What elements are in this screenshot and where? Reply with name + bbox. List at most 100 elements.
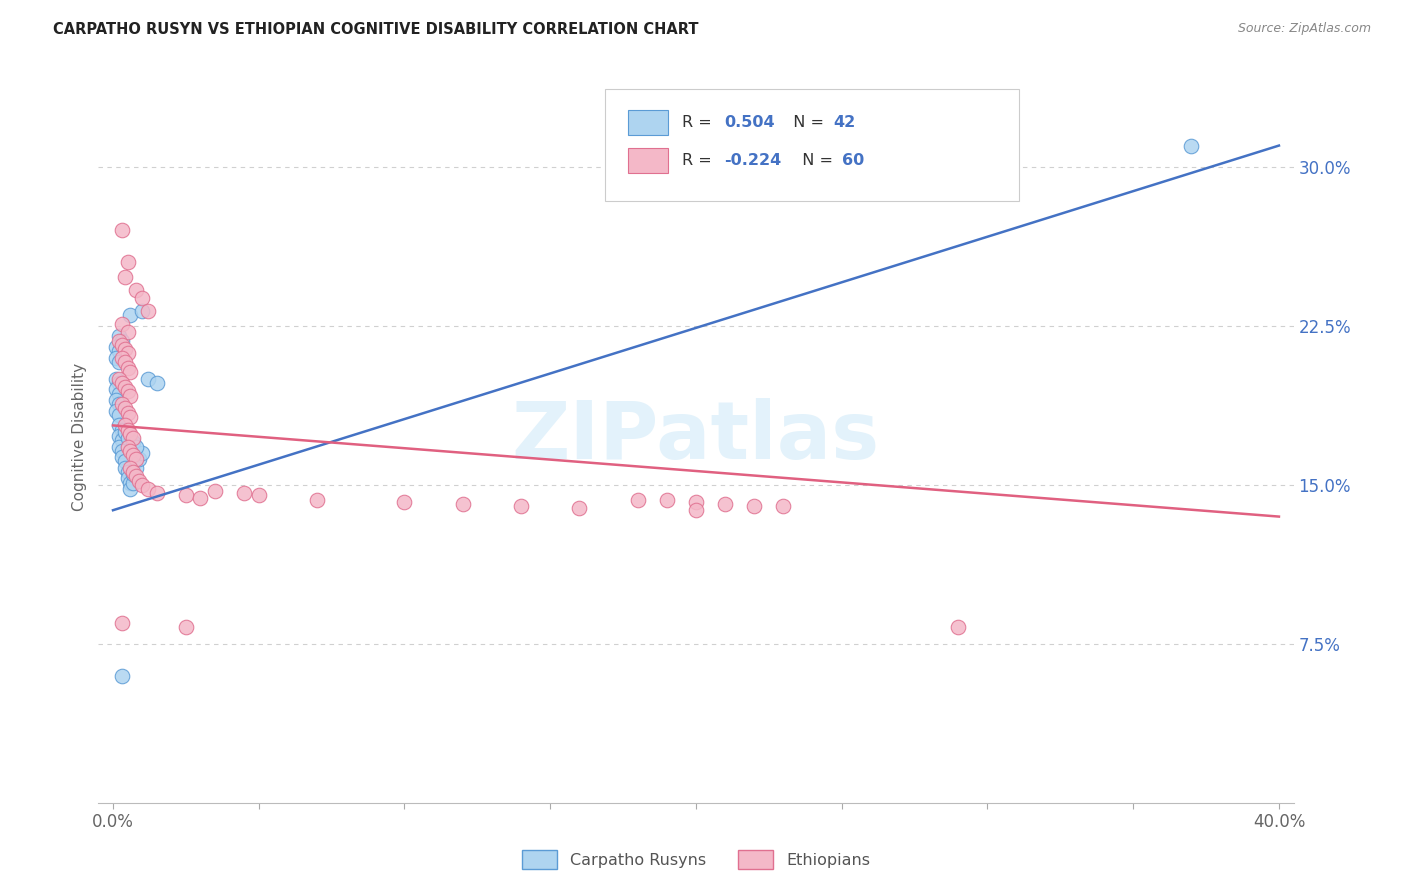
Text: R =: R = [682,115,717,129]
Point [122,467,145,482]
Point [174,488,197,502]
Text: CARPATHO RUSYN VS ETHIOPIAN COGNITIVE DISABILITY CORRELATION CHART: CARPATHO RUSYN VS ETHIOPIAN COGNITIVE DI… [53,22,699,37]
Point [122,435,145,450]
Point [108,334,131,348]
Text: Source: ZipAtlas.com: Source: ZipAtlas.com [1237,22,1371,36]
Point [131,446,153,460]
Point [108,397,131,411]
Point [120,443,142,458]
Point [394,494,416,508]
Text: 0.504: 0.504 [724,115,775,129]
Point [655,492,678,507]
Point [948,620,970,634]
Point [117,406,139,420]
Point [117,346,139,360]
Point [111,450,134,465]
Point [685,503,707,517]
Point [627,492,650,507]
Point [111,376,134,390]
Point [108,376,131,390]
Point [122,448,145,462]
Point [174,620,197,634]
Point [128,452,150,467]
Point [117,361,139,376]
Point [111,615,134,630]
Text: N =: N = [783,115,830,129]
Point [136,482,159,496]
Point [111,423,134,437]
Point [145,486,167,500]
Point [111,338,134,352]
Point [122,475,145,490]
Point [120,460,142,475]
Point [117,325,139,339]
Point [742,499,765,513]
Legend: Carpatho Rusyns, Ethiopians: Carpatho Rusyns, Ethiopians [516,844,876,875]
Point [125,440,148,454]
Point [145,376,167,390]
Point [685,494,707,508]
Point [204,484,226,499]
Point [117,471,139,485]
Point [714,497,737,511]
Point [117,440,139,454]
Point [111,668,134,682]
Point [108,355,131,369]
Point [114,401,136,416]
Point [108,408,131,422]
Point [108,372,131,386]
Point [114,418,136,433]
Point [114,380,136,394]
Point [120,482,142,496]
Point [125,452,148,467]
Point [108,429,131,443]
Point [120,308,142,322]
Point [128,474,150,488]
Point [108,344,131,359]
Point [114,425,136,439]
Point [108,329,131,343]
Point [131,291,153,305]
Point [190,491,212,505]
Point [104,351,127,365]
Text: -0.224: -0.224 [724,153,782,168]
Text: R =: R = [682,153,717,168]
Point [120,426,142,441]
Point [104,383,127,397]
Point [122,465,145,479]
Point [114,454,136,468]
Point [125,469,148,483]
Text: 60: 60 [842,153,865,168]
Point [122,431,145,445]
Point [568,501,591,516]
Point [510,499,533,513]
Point [305,492,328,507]
Point [114,355,136,369]
Point [111,317,134,331]
Point [451,497,474,511]
Point [233,486,256,500]
Point [772,499,794,513]
Point [108,386,131,401]
Point [131,304,153,318]
Point [117,431,139,445]
Text: 42: 42 [834,115,856,129]
Point [104,340,127,354]
Point [125,283,148,297]
Point [1180,138,1202,153]
Point [111,351,134,365]
Point [114,460,136,475]
Point [117,384,139,399]
Y-axis label: Cognitive Disability: Cognitive Disability [72,363,87,511]
Point [111,334,134,348]
Point [120,389,142,403]
Point [117,423,139,437]
Point [111,443,134,458]
Point [104,392,127,407]
Point [120,475,142,490]
Point [120,409,142,424]
Point [114,342,136,356]
Point [104,372,127,386]
Point [120,366,142,380]
Point [104,403,127,417]
